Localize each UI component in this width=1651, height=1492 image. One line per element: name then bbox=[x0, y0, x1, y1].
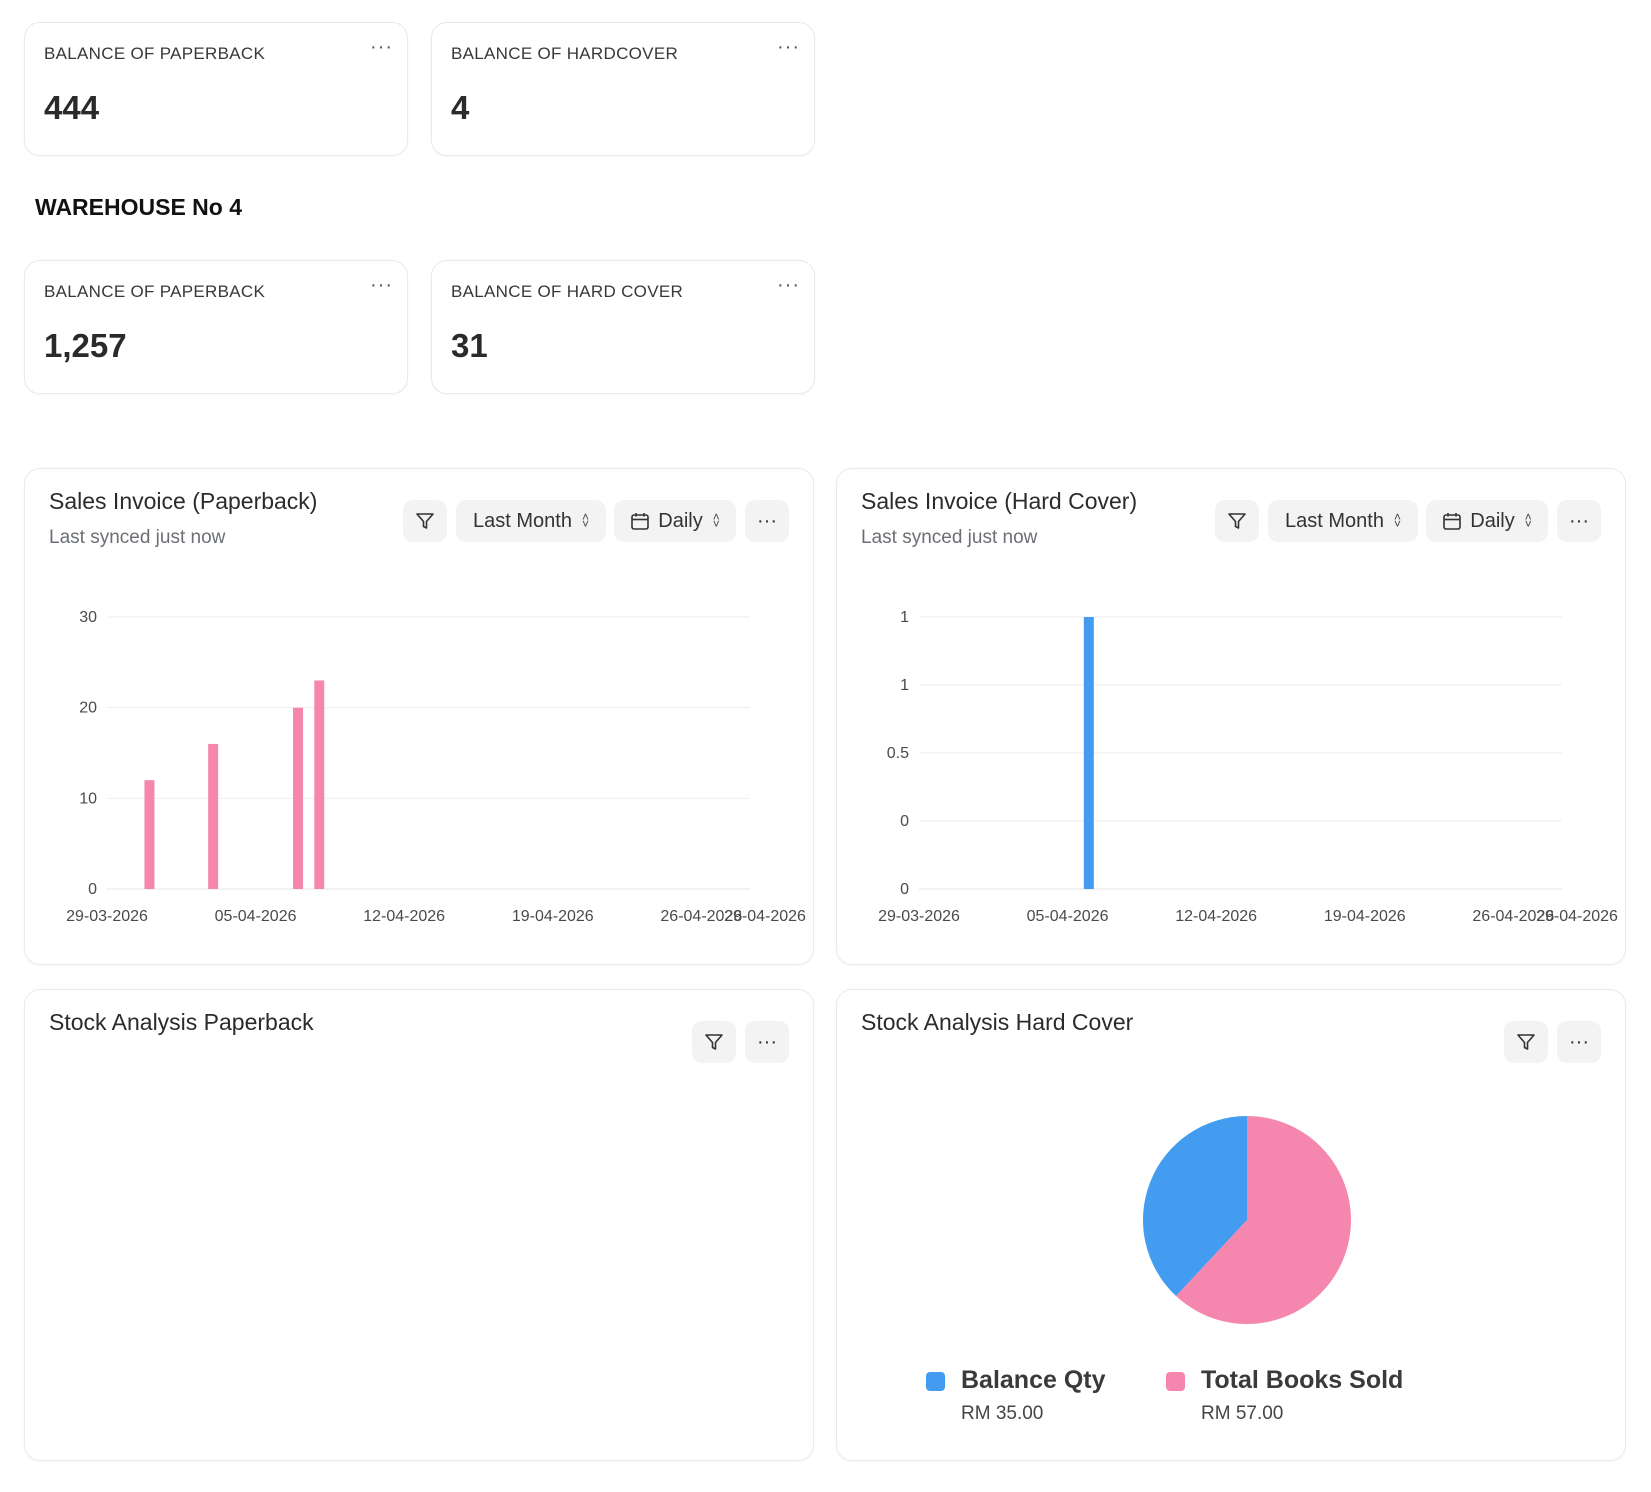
x-tick-label: 05-04-2026 bbox=[215, 908, 297, 925]
filter-button[interactable] bbox=[692, 1021, 736, 1063]
more-options-icon: ··· bbox=[757, 509, 777, 532]
time-range-select[interactable]: Last Month ˄ ˅ bbox=[1268, 500, 1418, 542]
x-tick-label: 19-04-2026 bbox=[512, 908, 594, 925]
legend-label: Total Books Sold bbox=[1201, 1366, 1404, 1394]
legend-label: Balance Qty bbox=[961, 1366, 1106, 1394]
time-range-select[interactable]: Last Month ˄ ˅ bbox=[456, 500, 606, 542]
interval-select[interactable]: Daily ˄ ˅ bbox=[1426, 500, 1548, 542]
more-options-icon[interactable]: ··· bbox=[777, 274, 800, 296]
interval-select[interactable]: Daily ˄ ˅ bbox=[614, 500, 736, 542]
card-value: 444 bbox=[44, 89, 100, 126]
bar[interactable] bbox=[144, 780, 155, 889]
y-tick-label: 0 bbox=[900, 881, 909, 898]
chart-menu-button[interactable]: ··· bbox=[745, 1021, 789, 1063]
chart-title: Stock Analysis Hard Cover bbox=[861, 1009, 1134, 1035]
x-tick-label: 29-03-2026 bbox=[66, 908, 148, 925]
filter-icon bbox=[705, 1034, 723, 1050]
chevron-up-down-icon: ˄ ˅ bbox=[1393, 510, 1401, 531]
filter-button[interactable] bbox=[1504, 1021, 1548, 1063]
y-tick-label: 20 bbox=[79, 700, 97, 717]
y-tick-label: 30 bbox=[79, 609, 97, 626]
chart-title: Stock Analysis Paperback bbox=[49, 1009, 314, 1035]
card-label: BALANCE OF HARDCOVER bbox=[451, 44, 679, 63]
more-options-icon: ··· bbox=[1569, 1030, 1589, 1053]
chart-card-sales-hardcover: Sales Invoice (Hard Cover) Last synced j… bbox=[836, 468, 1626, 965]
pie-slice[interactable] bbox=[1143, 1116, 1247, 1297]
card-label: BALANCE OF PAPERBACK bbox=[44, 44, 266, 63]
chevron-up-down-icon: ˄ ˅ bbox=[1524, 510, 1532, 531]
number-card-hardcover-balance: BALANCE OF HARDCOVER ··· 4 bbox=[431, 22, 815, 156]
legend-swatch bbox=[926, 1372, 945, 1391]
x-tick-label: 29-04-2026 bbox=[724, 908, 806, 925]
pie-legend-item-total-books-sold: Total Books Sold RM 57.00 bbox=[1166, 1366, 1403, 1425]
legend-swatch bbox=[1166, 1372, 1185, 1391]
y-tick-label: 1 bbox=[900, 677, 909, 694]
legend-value: RM 57.00 bbox=[1201, 1403, 1284, 1424]
x-tick-label: 26-04-2026 bbox=[660, 908, 742, 925]
x-tick-label: 19-04-2026 bbox=[1324, 908, 1406, 925]
number-card-w4-paperback-balance: BALANCE OF PAPERBACK ··· 1,257 bbox=[24, 260, 408, 394]
x-tick-label: 12-04-2026 bbox=[363, 908, 445, 925]
chart-card-sales-paperback: Sales Invoice (Paperback) Last synced ju… bbox=[24, 468, 814, 965]
bar[interactable] bbox=[1083, 617, 1094, 889]
bar-chart-paperback: 30 20 10 0 29-03-2026 05-04-2026 12-04-2026 19-… bbox=[66, 609, 806, 925]
chevron-up-down-icon: ˄ ˅ bbox=[581, 510, 589, 531]
legend-value: RM 35.00 bbox=[961, 1403, 1044, 1424]
more-options-icon: ··· bbox=[1569, 509, 1589, 532]
time-range-label: Last Month bbox=[473, 509, 572, 532]
interval-label: Daily bbox=[1470, 509, 1515, 532]
calendar-icon bbox=[631, 513, 650, 530]
y-tick-label: 0 bbox=[88, 881, 97, 898]
card-label: BALANCE OF PAPERBACK bbox=[44, 282, 266, 301]
pie-legend-item-balance-qty: Balance Qty RM 35.00 bbox=[926, 1366, 1106, 1425]
y-tick-label: 1 bbox=[900, 609, 909, 626]
y-tick-label: 10 bbox=[79, 790, 97, 807]
pie-chart-hardcover bbox=[1143, 1116, 1351, 1324]
filter-button[interactable] bbox=[403, 500, 447, 542]
x-tick-label: 26-04-2026 bbox=[1472, 908, 1554, 925]
chart-menu-button[interactable]: ··· bbox=[745, 500, 789, 542]
last-synced-text: Last synced just now bbox=[861, 527, 1038, 548]
y-tick-label: 0 bbox=[900, 813, 909, 830]
x-tick-label: 05-04-2026 bbox=[1027, 908, 1109, 925]
card-label: BALANCE OF HARD COVER bbox=[451, 282, 684, 301]
last-synced-text: Last synced just now bbox=[49, 527, 226, 548]
interval-label: Daily bbox=[658, 509, 703, 532]
more-options-icon[interactable]: ··· bbox=[777, 36, 800, 58]
x-tick-label: 12-04-2026 bbox=[1175, 908, 1257, 925]
more-options-icon[interactable]: ··· bbox=[370, 274, 393, 296]
calendar-icon bbox=[1443, 513, 1462, 530]
section-title-warehouse-4: WAREHOUSE No 4 bbox=[35, 194, 243, 220]
chart-title: Sales Invoice (Hard Cover) bbox=[861, 488, 1138, 514]
bar[interactable] bbox=[293, 707, 304, 889]
x-tick-label: 29-03-2026 bbox=[878, 908, 960, 925]
filter-icon bbox=[1517, 1034, 1535, 1050]
chevron-up-down-icon: ˄ ˅ bbox=[712, 510, 720, 531]
filter-icon bbox=[416, 513, 434, 529]
bar[interactable] bbox=[208, 743, 219, 889]
time-range-label: Last Month bbox=[1285, 509, 1384, 532]
number-card-w4-hardcover-balance: BALANCE OF HARD COVER ··· 31 bbox=[431, 260, 815, 394]
more-options-icon[interactable]: ··· bbox=[370, 36, 393, 58]
chart-menu-button[interactable]: ··· bbox=[1557, 500, 1601, 542]
x-tick-label: 29-04-2026 bbox=[1536, 908, 1618, 925]
bar-chart-hardcover: 1 1 0.5 0 0 29-03-2026 05-04-2026 12-04-2026 19-… bbox=[878, 609, 1618, 925]
chart-menu-button[interactable]: ··· bbox=[1557, 1021, 1601, 1063]
more-options-icon: ··· bbox=[757, 1030, 777, 1053]
bar[interactable] bbox=[314, 680, 325, 889]
filter-icon bbox=[1228, 513, 1246, 529]
pie-slice[interactable] bbox=[1176, 1116, 1351, 1324]
chart-card-stock-paperback: Stock Analysis Paperback ··· bbox=[24, 989, 814, 1461]
y-tick-label: 0.5 bbox=[887, 745, 909, 762]
card-value: 4 bbox=[451, 89, 470, 126]
filter-button[interactable] bbox=[1215, 500, 1259, 542]
card-value: 31 bbox=[451, 327, 488, 364]
chart-card-stock-hardcover: Stock Analysis Hard Cover ··· bbox=[836, 989, 1626, 1461]
chart-title: Sales Invoice (Paperback) bbox=[49, 488, 318, 514]
card-value: 1,257 bbox=[44, 327, 127, 364]
number-card-paperback-balance: BALANCE OF PAPERBACK ··· 444 bbox=[24, 22, 408, 156]
